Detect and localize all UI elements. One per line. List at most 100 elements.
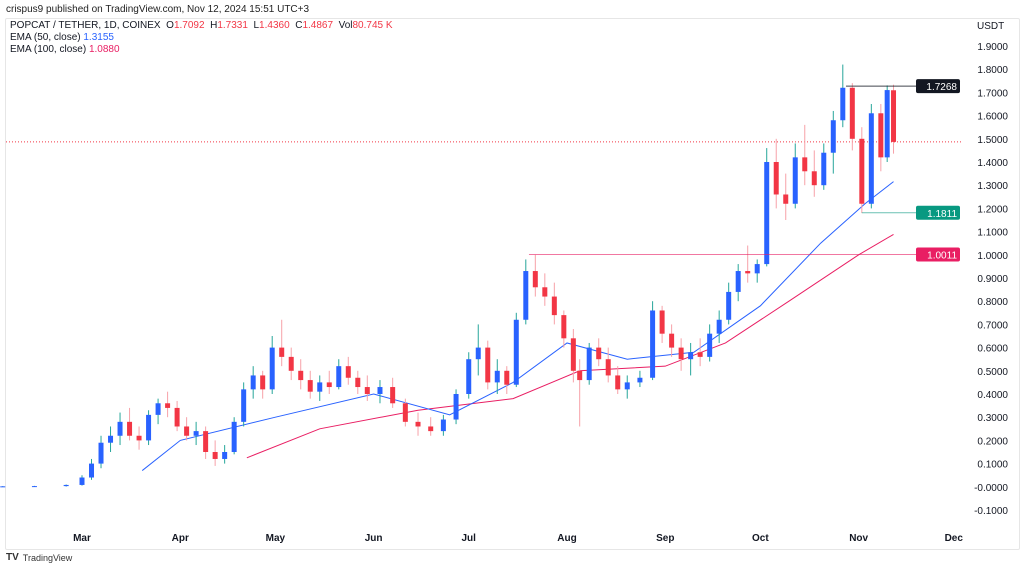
candle — [231, 417, 237, 455]
open-label: O — [166, 20, 174, 31]
chart-frame — [5, 18, 1020, 550]
x-tick-label: Nov — [849, 533, 868, 544]
candle — [222, 445, 228, 464]
x-tick-label: Oct — [752, 533, 769, 544]
candle — [542, 273, 548, 306]
candle-body — [821, 152, 827, 186]
candle-body — [891, 90, 897, 142]
candle-body — [615, 375, 621, 390]
candle-body — [802, 157, 808, 172]
candle-body — [697, 352, 703, 357]
candle — [716, 310, 722, 343]
candle-body — [279, 347, 285, 357]
close-label: C — [295, 20, 303, 31]
x-tick-label: Jun — [365, 533, 383, 544]
chart-legend: POPCAT / TETHER, 1D, COINEX O1.7092 H1.7… — [10, 20, 393, 56]
candle — [428, 417, 434, 436]
candle — [415, 412, 421, 436]
candle-body — [504, 370, 510, 385]
level-tag — [916, 79, 960, 94]
candle — [650, 301, 656, 381]
candle — [830, 110, 836, 174]
candle — [577, 359, 583, 427]
ema100-legend[interactable]: EMA (100, close) 1.0880 — [10, 44, 393, 56]
candle-body — [570, 338, 576, 371]
candle-body — [146, 414, 152, 441]
candle — [494, 359, 500, 394]
close-value: 1.4867 — [302, 20, 334, 31]
candle — [279, 319, 285, 367]
candle — [637, 370, 643, 388]
candle-body — [561, 315, 567, 339]
candle-body — [440, 419, 446, 432]
candle-body — [250, 375, 256, 390]
publisher-caption: crispus9 published on TradingView.com, N… — [6, 4, 310, 15]
candle-body — [811, 171, 817, 186]
ema100-line — [246, 233, 894, 459]
candle-body — [884, 90, 890, 158]
candle — [735, 264, 741, 302]
candle — [783, 173, 789, 220]
volume-label: Vol — [338, 20, 353, 31]
candle — [336, 359, 342, 390]
y-tick-label: 0.4000 — [977, 390, 1008, 401]
y-tick-label: 1.4000 — [977, 158, 1008, 169]
candle — [193, 421, 199, 446]
candle-body — [98, 442, 104, 464]
candle — [532, 254, 538, 297]
y-tick-label: 0.7000 — [977, 320, 1008, 331]
y-tick-label: 1.2000 — [977, 204, 1008, 215]
candle-body — [659, 310, 665, 334]
candle-body — [165, 403, 171, 408]
candle — [127, 407, 133, 441]
x-tick-label: Dec — [945, 533, 964, 544]
y-tick-label: 0.1000 — [977, 460, 1008, 471]
candle — [669, 324, 675, 357]
low-value: 1.4360 — [259, 20, 290, 31]
candle-body — [89, 463, 95, 478]
tradingview-logo-icon: TV — [6, 552, 19, 563]
candle-body — [688, 352, 694, 360]
candle — [317, 375, 323, 401]
level-tag-label: 1.1811 — [927, 209, 957, 220]
candle-body — [377, 387, 383, 394]
candle — [165, 391, 171, 418]
candle — [624, 375, 630, 399]
candle — [250, 366, 256, 399]
candle-body — [355, 377, 361, 388]
candle-body — [117, 421, 123, 436]
candle — [174, 400, 180, 432]
candle-body — [260, 375, 266, 390]
ema50-legend[interactable]: EMA (50, close) 1.3155 — [10, 32, 393, 44]
candle — [551, 282, 557, 325]
candle — [561, 310, 567, 348]
candle-body — [764, 162, 770, 265]
candle — [390, 377, 396, 408]
candle — [678, 338, 684, 371]
open-value: 1.7092 — [173, 20, 205, 31]
candle — [878, 104, 884, 172]
candle — [485, 340, 491, 390]
candle-body — [596, 347, 602, 360]
candle — [821, 143, 827, 190]
candle-body — [542, 287, 548, 297]
candle — [868, 104, 874, 209]
candle-body — [326, 382, 332, 388]
ohlc-row: POPCAT / TETHER, 1D, COINEX O1.7092 H1.7… — [10, 20, 393, 32]
candle — [840, 64, 846, 128]
candle — [659, 305, 665, 343]
candle-body — [830, 120, 836, 153]
level-tag-label: 1.0011 — [927, 251, 957, 262]
candle — [697, 338, 703, 367]
candle-body — [551, 296, 557, 316]
candle-body — [307, 380, 313, 392]
level-tag — [916, 247, 960, 262]
candle — [146, 410, 152, 446]
candle-body — [726, 291, 732, 320]
candle-body — [298, 370, 304, 381]
ema100-label: EMA (100, close) — [10, 44, 87, 55]
y-tick-label: 1.7000 — [977, 88, 1008, 99]
symbol-title[interactable]: POPCAT / TETHER, 1D, COINEX — [10, 20, 161, 31]
y-tick-label: 1.8000 — [977, 65, 1008, 76]
